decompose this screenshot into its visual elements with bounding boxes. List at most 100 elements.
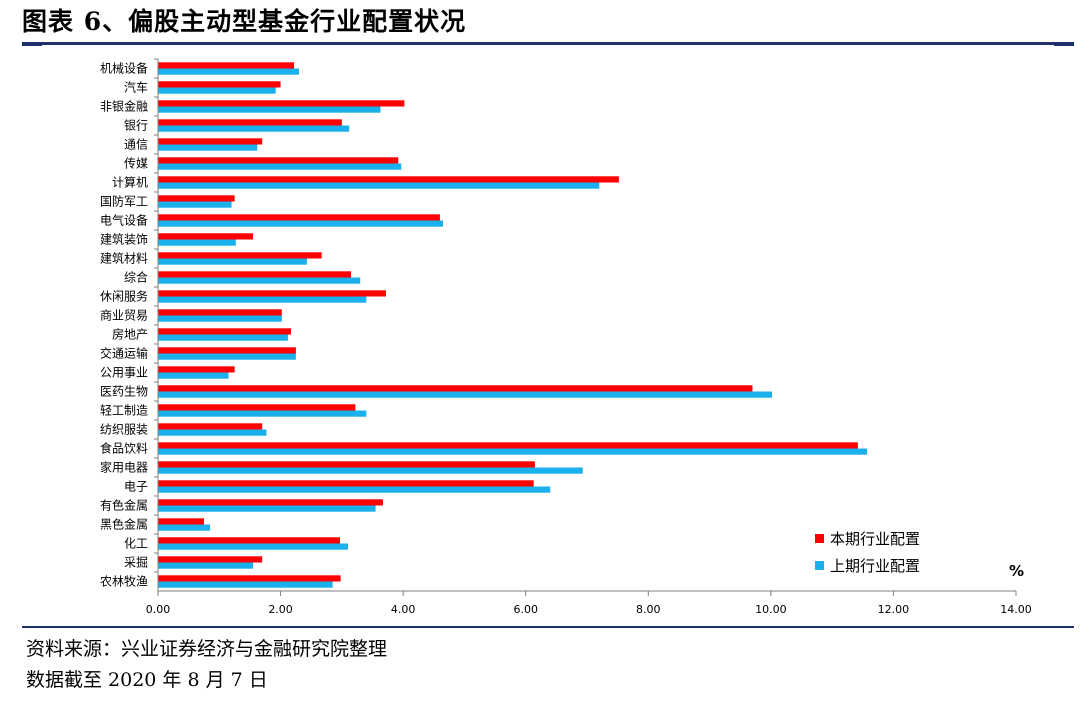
category-label-4: 通信 bbox=[124, 138, 148, 152]
bar-previous-23 bbox=[158, 505, 376, 512]
bar-current-21 bbox=[158, 461, 535, 468]
category-label-13: 商业贸易 bbox=[100, 308, 148, 323]
bar-current-16 bbox=[158, 366, 235, 373]
x-tick-label-6: 12.00 bbox=[878, 603, 910, 616]
category-label-21: 家用电器 bbox=[100, 460, 148, 475]
source-note: 资料来源：兴业证券经济与金融研究院整理 bbox=[26, 638, 388, 660]
chart-title: 图表 6、偏股主动型基金行业配置状况 bbox=[22, 7, 467, 36]
category-label-25: 化工 bbox=[124, 537, 148, 551]
category-label-24: 黑色金属 bbox=[100, 517, 148, 532]
bar-previous-14 bbox=[158, 334, 288, 341]
bar-previous-17 bbox=[158, 391, 773, 398]
bar-current-9 bbox=[158, 233, 253, 240]
bar-current-27 bbox=[158, 575, 341, 582]
bar-previous-5 bbox=[158, 163, 402, 170]
category-label-0: 机械设备 bbox=[100, 61, 148, 76]
title-rule-left-cap bbox=[22, 42, 42, 46]
bar-current-12 bbox=[158, 290, 386, 297]
bar-previous-12 bbox=[158, 296, 367, 303]
category-label-22: 电子 bbox=[124, 480, 148, 494]
bar-previous-25 bbox=[158, 543, 348, 550]
bar-current-13 bbox=[158, 309, 282, 316]
bar-previous-16 bbox=[158, 372, 229, 379]
category-label-8: 电气设备 bbox=[100, 213, 148, 228]
title-rule-right-cap bbox=[1054, 42, 1074, 46]
category-label-6: 计算机 bbox=[112, 175, 148, 190]
date-note: 数据截至 2020 年 8 月 7 日 bbox=[26, 669, 268, 691]
bar-previous-26 bbox=[158, 562, 253, 569]
legend-label-current: 本期行业配置 bbox=[830, 530, 920, 548]
category-label-26: 采掘 bbox=[124, 555, 148, 570]
bar-previous-15 bbox=[158, 353, 296, 360]
category-label-9: 建筑装饰 bbox=[100, 232, 148, 247]
bar-current-5 bbox=[158, 157, 399, 164]
bar-current-19 bbox=[158, 423, 263, 430]
bar-previous-8 bbox=[158, 220, 443, 227]
bar-current-24 bbox=[158, 518, 204, 525]
bar-previous-22 bbox=[158, 486, 551, 493]
bar-previous-13 bbox=[158, 315, 282, 322]
category-label-27: 农林牧渔 bbox=[100, 575, 148, 589]
bar-chart: 机械设备汽车非银金融银行通信传媒计算机国防军工电气设备建筑装饰建筑材料综合休闲服… bbox=[100, 58, 1032, 616]
bar-current-14 bbox=[158, 328, 291, 335]
legend-swatch-current bbox=[815, 534, 824, 543]
category-label-18: 轻工制造 bbox=[100, 404, 148, 418]
bar-previous-9 bbox=[158, 239, 236, 246]
category-labels: 机械设备汽车非银金融银行通信传媒计算机国防军工电气设备建筑装饰建筑材料综合休闲服… bbox=[100, 58, 158, 589]
bar-previous-24 bbox=[158, 524, 211, 531]
bar-current-0 bbox=[158, 62, 295, 69]
axes bbox=[157, 59, 1016, 592]
bar-current-20 bbox=[158, 442, 858, 449]
bar-current-25 bbox=[158, 537, 341, 544]
category-label-16: 公用事业 bbox=[100, 366, 148, 380]
category-label-20: 食品饮料 bbox=[100, 441, 148, 456]
category-label-1: 汽车 bbox=[124, 80, 148, 95]
bar-current-8 bbox=[158, 214, 440, 221]
footer-rule bbox=[22, 626, 1074, 628]
category-label-7: 国防军工 bbox=[100, 194, 148, 209]
x-tick-label-2: 4.00 bbox=[391, 603, 416, 616]
bar-previous-4 bbox=[158, 144, 258, 151]
bar-current-23 bbox=[158, 499, 383, 506]
bar-current-4 bbox=[158, 138, 263, 145]
x-tick-label-1: 2.00 bbox=[268, 603, 293, 616]
x-axis-ticks: 0.00 2.00 4.00 6.00 8.00 10.00 12.00 14.00 bbox=[146, 591, 1032, 616]
bar-current-10 bbox=[158, 252, 322, 259]
category-label-19: 纺织服装 bbox=[100, 423, 148, 437]
bar-previous-7 bbox=[158, 201, 232, 208]
bar-previous-6 bbox=[158, 182, 600, 189]
bar-previous-10 bbox=[158, 258, 307, 265]
legend: 本期行业配置 上期行业配置 bbox=[815, 530, 920, 575]
category-label-2: 非银金融 bbox=[100, 99, 148, 114]
bar-previous-21 bbox=[158, 467, 583, 474]
bar-previous-18 bbox=[158, 410, 367, 417]
unit-label: % bbox=[1009, 562, 1024, 580]
bar-previous-20 bbox=[158, 448, 868, 455]
category-label-14: 房地产 bbox=[112, 327, 148, 342]
bar-current-3 bbox=[158, 119, 342, 126]
bar-previous-1 bbox=[158, 87, 276, 94]
x-tick-label-5: 10.00 bbox=[755, 603, 787, 616]
legend-label-previous: 上期行业配置 bbox=[830, 557, 920, 575]
bar-current-11 bbox=[158, 271, 352, 278]
bar-series-group bbox=[158, 62, 868, 588]
category-label-15: 交通运输 bbox=[100, 346, 148, 361]
category-label-17: 医药生物 bbox=[100, 385, 148, 399]
x-tick-label-4: 8.00 bbox=[636, 603, 661, 616]
bar-current-26 bbox=[158, 556, 263, 563]
bar-current-17 bbox=[158, 385, 753, 392]
category-label-23: 有色金属 bbox=[100, 498, 148, 513]
legend-swatch-previous bbox=[815, 561, 824, 570]
bar-current-18 bbox=[158, 404, 356, 411]
bar-current-22 bbox=[158, 480, 534, 487]
bar-previous-11 bbox=[158, 277, 361, 284]
category-label-12: 休闲服务 bbox=[100, 289, 148, 304]
title-rule bbox=[22, 42, 1074, 45]
x-tick-label-0: 0.00 bbox=[146, 603, 171, 616]
category-label-5: 传媒 bbox=[124, 156, 148, 171]
category-label-3: 银行 bbox=[124, 119, 148, 133]
bar-previous-3 bbox=[158, 125, 350, 132]
bar-current-2 bbox=[158, 100, 405, 107]
bar-previous-0 bbox=[158, 68, 299, 75]
bar-previous-19 bbox=[158, 429, 267, 436]
